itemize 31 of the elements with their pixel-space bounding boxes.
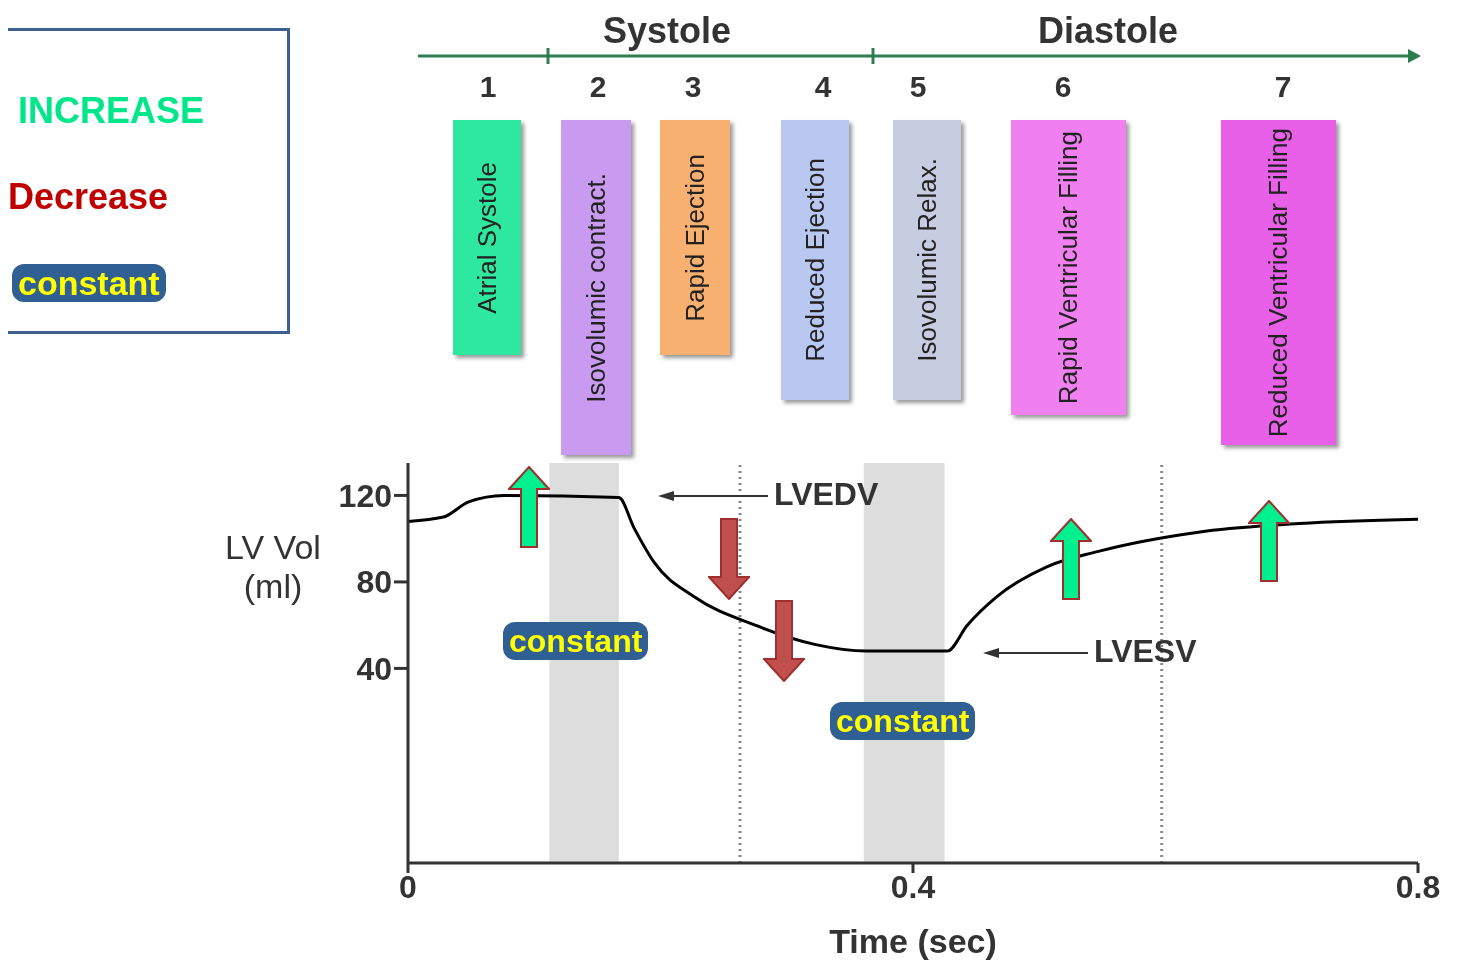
text: Rapid Ejection <box>679 153 711 322</box>
text: 1 <box>478 70 498 104</box>
text: constant <box>12 264 166 302</box>
text: 3 <box>683 70 703 104</box>
text: Decrease <box>8 176 169 218</box>
y-tick-label: 80 <box>356 564 392 601</box>
text: 4 <box>813 70 833 104</box>
text: INCREASE <box>18 90 205 132</box>
text: Reduced Ventricular Filling <box>1263 127 1294 438</box>
text: Atrial Systole <box>471 161 503 314</box>
text: 6 <box>1053 70 1073 104</box>
x-tick-label: 0 <box>399 868 417 905</box>
x-tick-label: 0.4 <box>890 868 936 905</box>
annotation: constant <box>503 622 649 660</box>
y-tick-label: 120 <box>338 477 392 514</box>
text: 7 <box>1273 70 1293 104</box>
text: 2 <box>588 70 608 104</box>
text: Reduced Ejection <box>799 158 831 362</box>
text: Isovolumic Relax. <box>911 158 943 362</box>
annotation: LVEDV <box>774 476 879 513</box>
annotation: LVESV <box>1094 633 1197 670</box>
annotation: constant <box>830 702 976 740</box>
x-tick-label: 0.8 <box>1395 868 1441 905</box>
text: Isovolumic contract. <box>580 172 612 403</box>
text: Systole <box>603 10 732 52</box>
x-axis-title: Time (sec) <box>829 922 997 960</box>
y-tick-label: 40 <box>356 650 392 687</box>
y-axis-title: LV Vol (ml) <box>224 528 322 607</box>
text: Rapid Ventricular Filling <box>1053 130 1084 405</box>
text: Diastole <box>1038 10 1179 52</box>
text: 5 <box>908 70 928 104</box>
